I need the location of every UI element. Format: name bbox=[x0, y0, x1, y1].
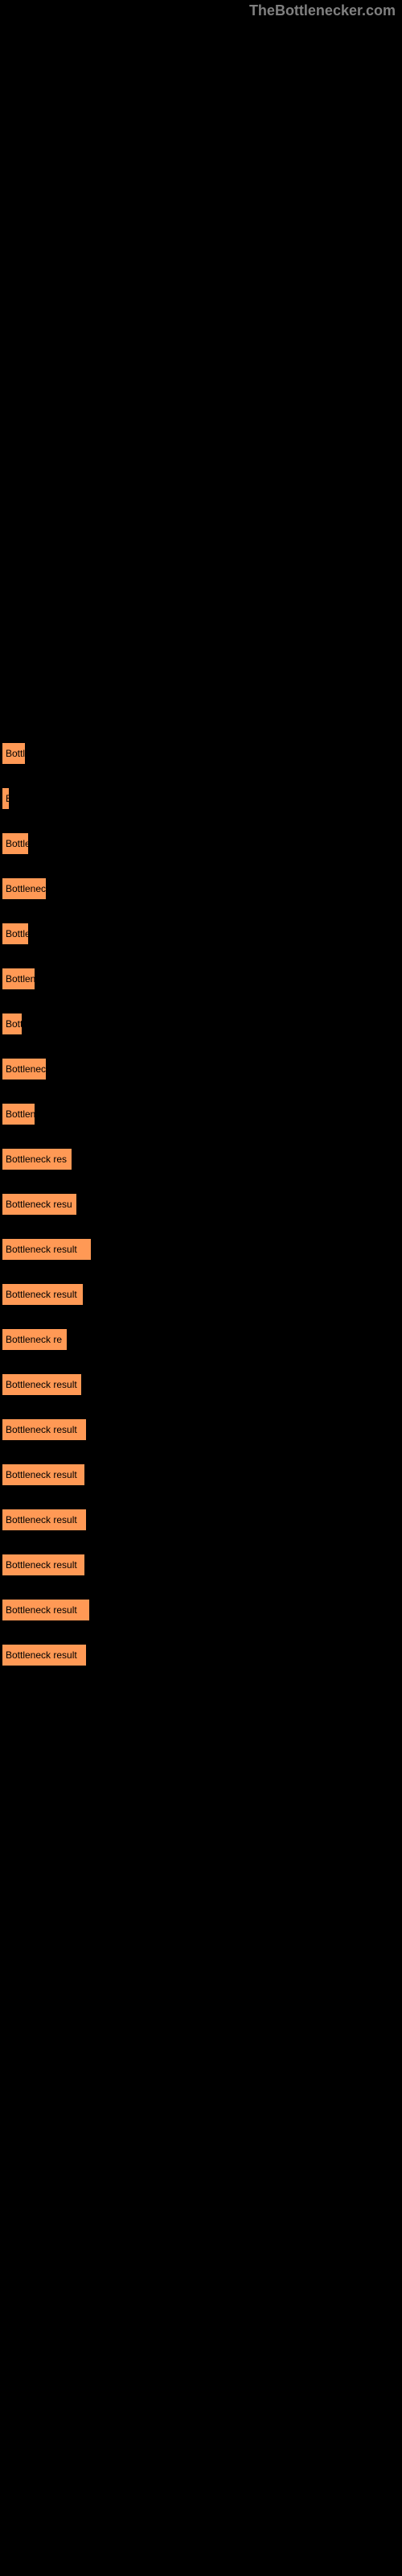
bar-group: Bottleneck bbox=[0, 877, 402, 900]
chart-bar: Bottleneck result bbox=[2, 1509, 87, 1531]
bar-row: B bbox=[0, 787, 402, 810]
bar-group: Bottleneck result bbox=[0, 1554, 402, 1576]
chart-bar: Bottle bbox=[2, 742, 26, 765]
bar-row: Bottleneck result bbox=[0, 1599, 402, 1621]
bar-row: Bottleneck result bbox=[0, 1644, 402, 1666]
bar-group: Bottleneck result bbox=[0, 1238, 402, 1261]
chart-bar: Bottleneck result bbox=[2, 1418, 87, 1441]
chart-bar: Bottler bbox=[2, 923, 29, 945]
bar-row: Bottler bbox=[0, 832, 402, 855]
bar-chart: Bottle B Bottler Bottleneck Bottler Bottlene B… bbox=[0, 726, 402, 1666]
bar-row: Bottlen bbox=[0, 1103, 402, 1125]
chart-bar: Bottlene bbox=[2, 968, 35, 990]
bar-group: Bottleneck res bbox=[0, 1148, 402, 1170]
bar-row: Bott bbox=[0, 1013, 402, 1035]
chart-bar: Bott bbox=[2, 1013, 23, 1035]
bar-row: Bottleneck result bbox=[0, 1238, 402, 1261]
bar-group: Bottleneck resu bbox=[0, 1193, 402, 1216]
bar-group: Bottleneck re bbox=[0, 1328, 402, 1351]
bar-row: Bottleneck result bbox=[0, 1509, 402, 1531]
bar-group: Bottlene bbox=[0, 968, 402, 990]
bar-group: Bottleneck result bbox=[0, 1463, 402, 1486]
bar-row: Bottleneck result bbox=[0, 1418, 402, 1441]
black-top-region bbox=[0, 22, 402, 726]
chart-bar: Bottleneck resu bbox=[2, 1193, 77, 1216]
chart-bar: B bbox=[2, 787, 10, 810]
bar-row: Bottleneck re bbox=[0, 1328, 402, 1351]
bar-group: Bottle bbox=[0, 742, 402, 765]
bar-group: Bottleneck result bbox=[0, 1418, 402, 1441]
chart-bar: Bottleneck bbox=[2, 877, 47, 900]
bar-row: Bottleneck result bbox=[0, 1463, 402, 1486]
chart-bar: Bottleneck bbox=[2, 1058, 47, 1080]
chart-bar: Bottleneck result bbox=[2, 1463, 85, 1486]
chart-bar: Bottleneck result bbox=[2, 1283, 84, 1306]
bar-row: Bottleneck bbox=[0, 1058, 402, 1080]
bar-row: Bottlene bbox=[0, 968, 402, 990]
bar-row: Bottler bbox=[0, 923, 402, 945]
chart-bar: Bottleneck result bbox=[2, 1599, 90, 1621]
bar-group: Bottleneck result bbox=[0, 1509, 402, 1531]
bar-row: Bottleneck resu bbox=[0, 1193, 402, 1216]
watermark-text: TheBottlenecker.com bbox=[0, 0, 402, 22]
bar-row: Bottle bbox=[0, 742, 402, 765]
chart-bar: Bottleneck result bbox=[2, 1554, 85, 1576]
bar-group: B bbox=[0, 787, 402, 810]
bar-row: Bottleneck result bbox=[0, 1554, 402, 1576]
chart-bar: Bottleneck result bbox=[2, 1238, 92, 1261]
chart-bar: Bottler bbox=[2, 832, 29, 855]
bar-row: Bottleneck bbox=[0, 877, 402, 900]
bar-row: Bottleneck result bbox=[0, 1373, 402, 1396]
chart-bar: Bottlen bbox=[2, 1103, 35, 1125]
bar-group: Bottleneck result bbox=[0, 1599, 402, 1621]
chart-bar: Bottleneck result bbox=[2, 1373, 82, 1396]
bar-group: Bottleneck result bbox=[0, 1373, 402, 1396]
chart-bar: Bottleneck re bbox=[2, 1328, 68, 1351]
bar-group: Bottleneck result bbox=[0, 1644, 402, 1666]
bar-group: Bottlen bbox=[0, 1103, 402, 1125]
bar-group: Bottler bbox=[0, 923, 402, 945]
bar-group: Bottleneck result bbox=[0, 1283, 402, 1306]
bar-row: Bottleneck result bbox=[0, 1283, 402, 1306]
chart-bar: Bottleneck res bbox=[2, 1148, 72, 1170]
bar-group: Bottleneck bbox=[0, 1058, 402, 1080]
bar-group: Bottler bbox=[0, 832, 402, 855]
bar-row: Bottleneck res bbox=[0, 1148, 402, 1170]
chart-bar: Bottleneck result bbox=[2, 1644, 87, 1666]
bar-group: Bott bbox=[0, 1013, 402, 1035]
